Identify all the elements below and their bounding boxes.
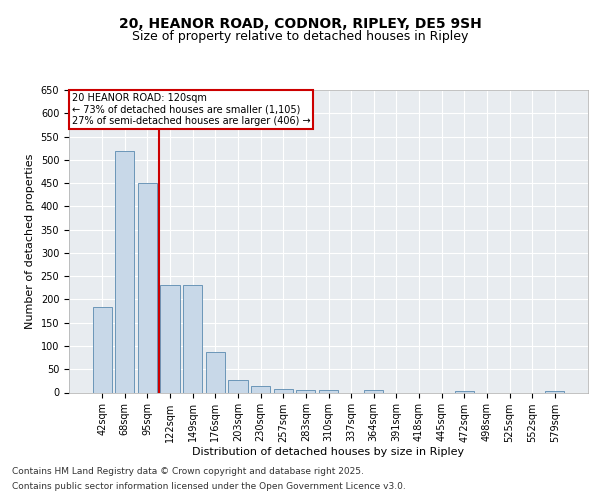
Text: 20, HEANOR ROAD, CODNOR, RIPLEY, DE5 9SH: 20, HEANOR ROAD, CODNOR, RIPLEY, DE5 9SH bbox=[119, 18, 481, 32]
Bar bbox=[115, 150, 134, 392]
Text: 20 HEANOR ROAD: 120sqm
← 73% of detached houses are smaller (1,105)
27% of semi-: 20 HEANOR ROAD: 120sqm ← 73% of detached… bbox=[71, 93, 310, 126]
X-axis label: Distribution of detached houses by size in Ripley: Distribution of detached houses by size … bbox=[193, 448, 464, 458]
Text: Contains public sector information licensed under the Open Government Licence v3: Contains public sector information licen… bbox=[12, 482, 406, 491]
Bar bbox=[274, 389, 293, 392]
Text: Size of property relative to detached houses in Ripley: Size of property relative to detached ho… bbox=[132, 30, 468, 43]
Bar bbox=[455, 390, 474, 392]
Bar bbox=[206, 352, 225, 393]
Bar bbox=[138, 183, 157, 392]
Bar bbox=[319, 390, 338, 392]
Bar bbox=[364, 390, 383, 392]
Text: Contains HM Land Registry data © Crown copyright and database right 2025.: Contains HM Land Registry data © Crown c… bbox=[12, 467, 364, 476]
Bar bbox=[251, 386, 270, 392]
Bar bbox=[160, 284, 180, 393]
Bar bbox=[92, 308, 112, 392]
Bar bbox=[296, 390, 316, 392]
Y-axis label: Number of detached properties: Number of detached properties bbox=[25, 154, 35, 329]
Bar bbox=[229, 380, 248, 392]
Bar bbox=[183, 284, 202, 393]
Bar bbox=[545, 390, 565, 392]
